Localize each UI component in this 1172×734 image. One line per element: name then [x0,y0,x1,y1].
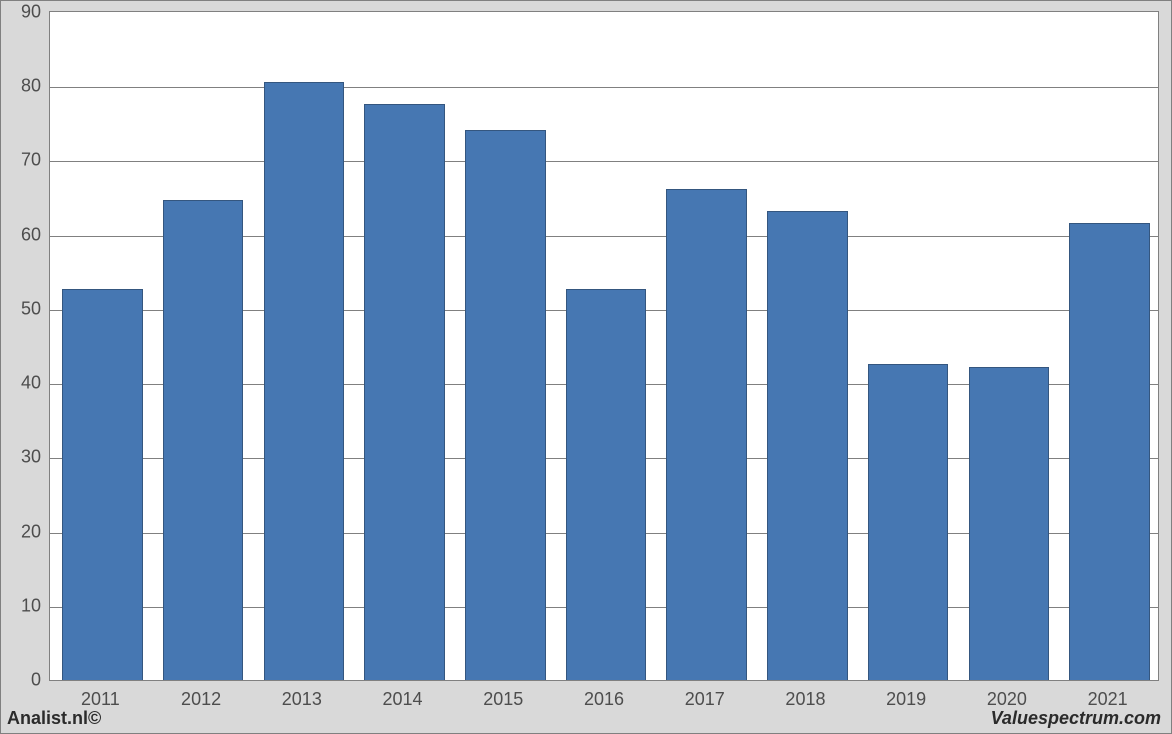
x-tick-label: 2021 [1088,689,1128,710]
x-tick-label: 2014 [383,689,423,710]
y-tick-label: 10 [1,595,41,616]
x-tick-label: 2015 [483,689,523,710]
y-tick-label: 70 [1,150,41,171]
y-tick-label: 20 [1,521,41,542]
footer-left: Analist.nl© [7,708,101,729]
y-tick-label: 40 [1,373,41,394]
bar [1069,223,1150,680]
bar [62,289,143,680]
bar [868,364,949,680]
x-tick-label: 2016 [584,689,624,710]
x-tick-label: 2020 [987,689,1027,710]
bar [566,289,647,680]
plot-area [49,11,1159,681]
y-tick-label: 80 [1,76,41,97]
bar [364,104,445,680]
y-tick-label: 60 [1,224,41,245]
bar [465,130,546,680]
gridline [50,161,1158,162]
chart-outer: 0 10 20 30 40 50 60 70 80 90 2011 2012 2013 2014 2015… [0,0,1172,734]
y-tick-label: 90 [1,2,41,23]
bar [969,367,1050,680]
x-tick-label: 2012 [181,689,221,710]
y-tick-label: 30 [1,447,41,468]
footer-right: Valuespectrum.com [991,708,1161,729]
bar [666,189,747,680]
x-tick-label: 2017 [685,689,725,710]
x-tick-label: 2011 [81,689,120,710]
x-tick-label: 2018 [785,689,825,710]
x-tick-label: 2013 [282,689,322,710]
y-tick-label: 0 [1,670,41,691]
bar [264,82,345,680]
bar [767,211,848,680]
gridline [50,87,1158,88]
x-tick-label: 2019 [886,689,926,710]
bar [163,200,244,680]
y-tick-label: 50 [1,298,41,319]
